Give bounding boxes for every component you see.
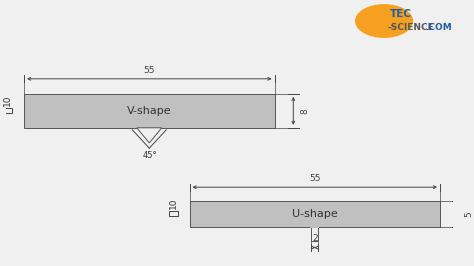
Text: 2: 2 (312, 234, 318, 243)
Text: 10: 10 (3, 94, 12, 106)
Text: -SCIENCE: -SCIENCE (387, 23, 434, 32)
Text: .COM: .COM (425, 23, 452, 32)
Bar (3, 108, 12, 114)
Bar (24, 94, 274, 128)
Text: U-shape: U-shape (292, 209, 337, 219)
Bar (311, 227, 319, 241)
Polygon shape (137, 128, 162, 143)
Circle shape (355, 4, 413, 38)
Text: 5: 5 (464, 211, 473, 217)
Text: V-shape: V-shape (127, 106, 172, 116)
Text: 8: 8 (301, 108, 310, 114)
Text: 45°: 45° (143, 151, 157, 160)
Bar (169, 211, 178, 216)
Text: 55: 55 (309, 174, 320, 183)
Text: 10: 10 (168, 197, 177, 209)
Text: TEC: TEC (390, 10, 412, 19)
Text: 55: 55 (144, 66, 155, 75)
Bar (190, 201, 440, 227)
